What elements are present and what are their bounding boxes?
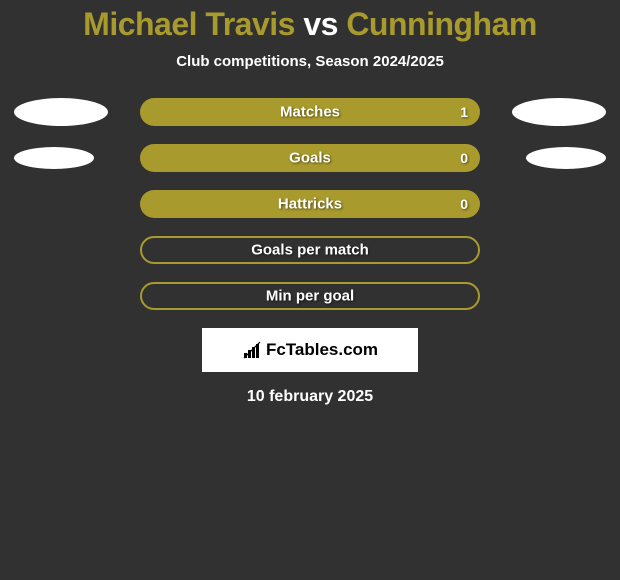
subtitle: Club competitions, Season 2024/2025 [0, 53, 620, 70]
stat-value: 1 [460, 104, 468, 120]
player1-value-ellipse [14, 98, 108, 126]
player1-name: Michael Travis [83, 6, 295, 42]
stat-bar: Min per goal [140, 282, 480, 310]
stats-bars-area: Matches 1 Goals 0 Hattricks 0 Goals per match M… [0, 98, 620, 310]
vs-separator: vs [295, 6, 346, 42]
player2-value-ellipse [526, 147, 606, 169]
player2-name: Cunningham [346, 6, 537, 42]
stat-bar: Goals 0 [140, 144, 480, 172]
stat-label: Goals [289, 150, 331, 167]
logo: FcTables.com [242, 340, 378, 360]
stat-bar: Matches 1 [140, 98, 480, 126]
stat-label: Matches [280, 104, 340, 121]
stat-value: 0 [460, 150, 468, 166]
logo-box: FcTables.com [202, 328, 418, 372]
stat-row: Goals per match [0, 236, 620, 264]
stat-row: Matches 1 [0, 98, 620, 126]
bar-chart-icon [242, 340, 262, 360]
stat-row: Goals 0 [0, 144, 620, 172]
comparison-title: Michael Travis vs Cunningham [0, 0, 620, 43]
stat-row: Min per goal [0, 282, 620, 310]
stat-label: Hattricks [278, 196, 342, 213]
player2-value-ellipse [512, 98, 606, 126]
date-text: 10 february 2025 [0, 388, 620, 406]
stat-bar: Hattricks 0 [140, 190, 480, 218]
stat-value: 0 [460, 196, 468, 212]
stat-bar: Goals per match [140, 236, 480, 264]
stat-label: Min per goal [266, 288, 354, 305]
logo-text: FcTables.com [266, 340, 378, 360]
player1-value-ellipse [14, 147, 94, 169]
stat-row: Hattricks 0 [0, 190, 620, 218]
stat-label: Goals per match [251, 242, 369, 259]
